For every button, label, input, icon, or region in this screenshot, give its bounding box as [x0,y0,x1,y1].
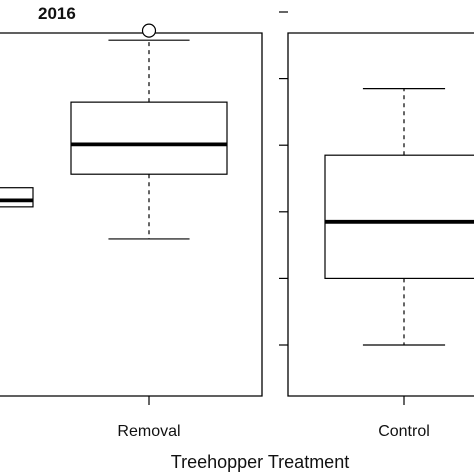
box-partial-box [0,187,34,208]
left-boxes [0,23,228,240]
right-boxes [324,87,474,346]
right-panel: Control [279,11,474,440]
box-removal-box [70,101,228,175]
right-panel-frame [287,32,474,397]
x-tick-label-removal: Removal [117,423,180,440]
box-removal-outlier-0 [141,23,157,38]
left-panel-frame [0,32,263,397]
chart-title: 2016 [38,4,76,23]
x-tick-label-control: Control [378,423,430,440]
right-y-ticks [279,11,288,346]
x-axis-label: Treehopper Treatment [171,452,349,472]
box-control-box [324,154,474,280]
left-panel: Removal [0,23,263,440]
